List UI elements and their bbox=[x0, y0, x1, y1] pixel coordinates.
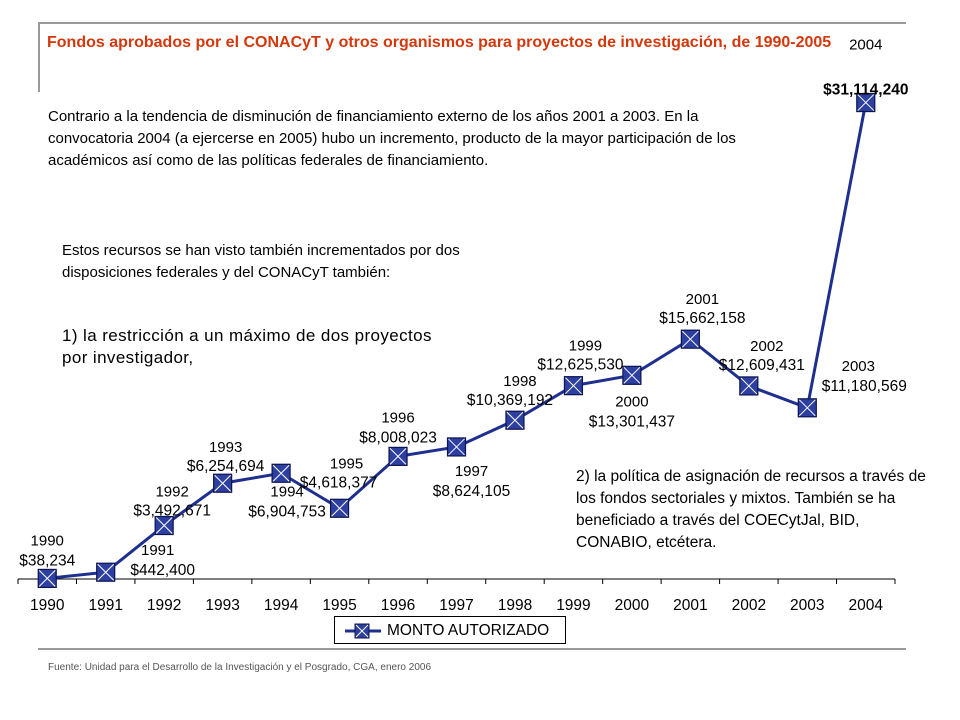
data-label-value: $8,008,023 bbox=[359, 429, 437, 446]
data-label-category: 1994 bbox=[270, 483, 303, 500]
x-tick-label: 1997 bbox=[439, 597, 473, 614]
data-label-category: 1991 bbox=[141, 542, 174, 559]
data-label-category: 2004 bbox=[849, 37, 882, 54]
data-label-value: $38,234 bbox=[19, 552, 75, 569]
bottom-rule bbox=[38, 648, 906, 650]
data-point-marker-cross bbox=[623, 366, 641, 384]
data-label-category: 1998 bbox=[503, 373, 536, 390]
data-point-marker-cross bbox=[565, 377, 582, 395]
data-label-category: 1995 bbox=[330, 455, 363, 472]
data-point-marker-cross bbox=[214, 474, 231, 492]
data-label-category: 2000 bbox=[615, 393, 648, 410]
data-point-marker-cross bbox=[331, 499, 348, 517]
x-tick-label: 1993 bbox=[205, 597, 239, 614]
data-label-category: 2003 bbox=[842, 358, 875, 375]
data-label-value: $15,662,158 bbox=[659, 310, 745, 327]
data-point-marker-cross bbox=[857, 94, 875, 111]
data-label-value: $3,492,671 bbox=[133, 503, 211, 520]
data-label-category: 2002 bbox=[750, 338, 783, 355]
x-tick-label: 2003 bbox=[790, 597, 824, 614]
data-label-value: $442,400 bbox=[130, 562, 195, 579]
data-label-value: $11,180,569 bbox=[822, 378, 907, 395]
legend-label: MONTO AUTORIZADO bbox=[387, 622, 550, 639]
legend-marker-icon bbox=[345, 623, 381, 639]
data-point-marker-cross bbox=[389, 448, 407, 465]
data-label-category: 1992 bbox=[155, 484, 188, 501]
data-label-value: $8,624,105 bbox=[433, 483, 511, 500]
x-tick-label: 1991 bbox=[88, 597, 122, 614]
x-tick-label: 2004 bbox=[849, 597, 884, 614]
data-label-value: $4,618,377 bbox=[300, 474, 378, 491]
x-tick-label: 1990 bbox=[30, 597, 65, 614]
paragraph-project-restriction: 1) la restricción a un máximo de dos pro… bbox=[62, 326, 432, 367]
chart-title: Fondos aprobados por el CONACyT y otros … bbox=[47, 34, 832, 51]
paragraph-resource-policy: 2) la política de asignación de recursos… bbox=[576, 468, 926, 551]
x-tick-label: 1995 bbox=[322, 597, 356, 614]
x-tick-label: 2001 bbox=[673, 597, 707, 614]
data-label-value: $6,904,753 bbox=[248, 503, 326, 520]
data-point-marker-cross bbox=[272, 464, 290, 482]
data-point-marker-cross bbox=[682, 330, 699, 348]
data-label-category: 1996 bbox=[381, 409, 414, 426]
data-point-marker-cross bbox=[155, 517, 173, 534]
data-label-value: $6,254,694 bbox=[187, 458, 265, 475]
data-label-value: $10,369,192 bbox=[467, 392, 553, 409]
x-tick-label: 2000 bbox=[615, 597, 650, 614]
data-point-marker-cross bbox=[506, 411, 524, 429]
x-tick-label: 2002 bbox=[732, 597, 766, 614]
data-label-value: $12,609,431 bbox=[719, 357, 805, 374]
data-point-marker-cross bbox=[740, 377, 758, 395]
data-label-value: $31,114,240 bbox=[823, 82, 908, 99]
data-label-category: 1999 bbox=[569, 338, 602, 355]
data-point-marker-cross bbox=[448, 438, 465, 456]
paragraph-federal-dispositions: Estos recursos se han visto también incr… bbox=[62, 242, 460, 281]
data-label-category: 2001 bbox=[686, 291, 719, 308]
top-rule bbox=[38, 22, 906, 24]
data-label-category: 1997 bbox=[455, 463, 488, 480]
data-label-value: $12,625,530 bbox=[537, 357, 624, 374]
data-label-category: 1990 bbox=[31, 532, 64, 549]
left-rule bbox=[38, 22, 40, 92]
x-tick-label: 1996 bbox=[381, 597, 415, 614]
data-label-category: 1993 bbox=[209, 439, 242, 456]
source-note: Fuente: Unidad para el Desarrollo de la … bbox=[48, 662, 432, 673]
paragraph-funding-trend: Contrario a la tendencia de disminución … bbox=[48, 108, 736, 169]
x-tick-label: 1999 bbox=[556, 597, 590, 614]
x-tick-label: 1994 bbox=[264, 597, 299, 614]
x-tick-label: 1998 bbox=[498, 597, 532, 614]
data-point-marker-cross bbox=[97, 563, 115, 581]
chart-legend: MONTO AUTORIZADO bbox=[334, 616, 566, 644]
data-point-marker-cross bbox=[38, 570, 56, 587]
x-tick-label: 1992 bbox=[147, 597, 181, 614]
data-point-marker-cross bbox=[798, 399, 816, 417]
data-label-value: $13,301,437 bbox=[589, 413, 675, 430]
